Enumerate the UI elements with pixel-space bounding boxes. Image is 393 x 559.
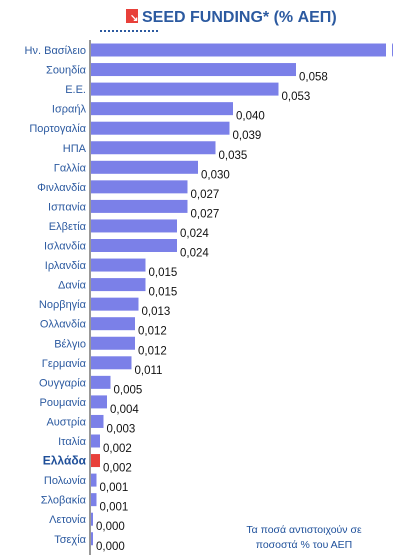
value-label: 0,030 [201,169,230,181]
value-label: 0,004 [110,404,139,416]
note-text: Τα ποσά αντιστοιχούν σε ποσοστά % του ΑΕ… [246,524,362,551]
bar [91,336,135,350]
category-label: Σουηδία [46,65,87,77]
category-label: Ισλανδία [44,241,87,253]
bar [91,493,97,507]
category-label: Σλοβακία [41,495,87,507]
value-label: 0,039 [233,130,262,142]
bar [91,395,107,409]
value-label: 0,003 [107,423,136,435]
bar [91,317,135,331]
bar [91,375,111,389]
category-label: Λετονία [49,514,87,526]
category-label: Βέλγιο [54,338,86,350]
category-label: Ε.Ε. [65,84,86,96]
bar [91,434,100,448]
value-label: 0,012 [138,326,167,338]
category-label: Τσεχία [54,534,86,546]
category-label: Ισραήλ [52,104,87,116]
value-label: 0,024 [180,248,209,260]
bar [91,63,296,77]
category-label: Δανία [58,280,87,292]
value-label: 0,000 [96,521,125,533]
bar [91,512,93,526]
category-label: Ιρλανδία [45,260,87,272]
value-label: 0,015 [149,287,178,299]
bar-highlight [91,454,100,468]
bar [91,258,146,272]
bar [91,180,188,194]
bar [91,414,104,428]
category-label: Ισπανία [48,201,87,213]
value-label: 0,000 [96,541,125,553]
category-label: Ην. Βασίλειο [25,45,86,57]
value-label: 0,040 [236,111,265,123]
category-label: Ουγγαρία [39,377,87,389]
category-label: Νορβηγία [39,299,87,311]
category-label: Γερμανία [42,358,87,370]
bar [91,239,177,252]
bar [91,278,146,292]
category-label: Ολλανδία [40,319,87,331]
value-label: 0,001 [100,482,129,494]
value-label: 0,053 [282,91,311,103]
category-label: Ιταλία [58,436,87,448]
bar [91,43,386,57]
bar [91,121,230,135]
category-label: Πορτογαλία [29,123,86,135]
value-label: 0,027 [191,208,220,220]
title-arrow-icon: ↘ [130,13,138,24]
title-marker-icon [126,9,138,23]
bar [91,297,139,311]
bar [91,102,233,116]
category-label: Ελβετία [49,221,87,233]
category-label: Φινλανδία [37,182,86,194]
category-label: ΗΠΑ [63,143,87,155]
category-label: Ρουμανία [40,397,87,409]
value-label: 0,027 [191,189,220,201]
bar [91,356,132,370]
category-label: Αυστρία [46,416,86,428]
bar [91,473,97,487]
bar [91,532,93,546]
bar [91,199,188,213]
value-label: 0,015 [149,267,178,279]
category-label: Ελλάδα [43,454,87,468]
value-label: 0,012 [138,345,167,357]
bar [91,219,177,233]
bar [91,141,216,155]
value-label: 0,002 [103,443,132,455]
chart-title-group: ↘ SEED FUNDING* (% ΑΕΠ) [100,9,337,32]
value-label: 0,011 [135,365,163,377]
bar [91,160,198,174]
value-label: 0,001 [100,502,129,514]
chart-title: SEED FUNDING* (% ΑΕΠ) [142,9,337,26]
value-label: 0,013 [142,306,171,318]
value-label: 0,035 [219,150,248,162]
bar [91,82,279,96]
value-label: 0,005 [114,384,143,396]
bars-group: Ην. Βασίλειο0,224Σουηδία0,058Ε.Ε.0,053Ισ… [25,43,393,553]
category-label: Πολωνία [44,475,87,487]
value-label: 0,024 [180,228,209,240]
value-label: 0,058 [299,72,328,84]
value-label: 0,002 [103,463,132,475]
category-label: Γαλλία [54,162,87,174]
